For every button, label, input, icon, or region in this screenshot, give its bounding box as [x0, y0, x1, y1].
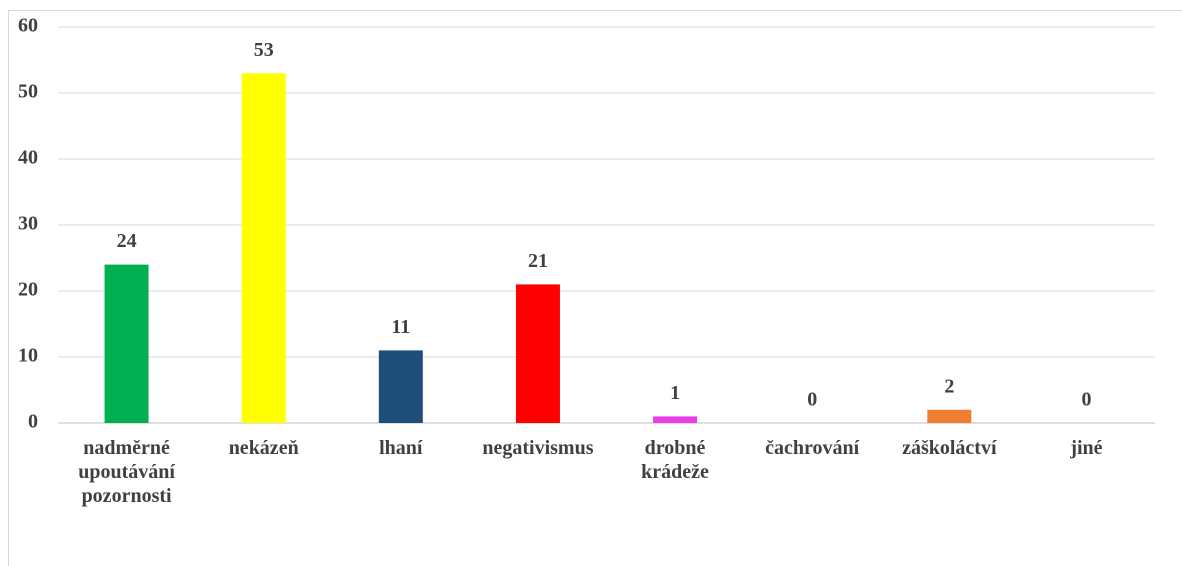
y-tick-label: 20: [18, 279, 38, 301]
x-tick-label: nadměrné upoutávání pozornosti: [78, 437, 175, 507]
x-tick-label: záškoláctví: [902, 437, 997, 459]
x-tick-label: čachrování: [765, 437, 860, 459]
data-label: 0: [807, 389, 817, 411]
x-tick-label: negativismus: [482, 437, 593, 459]
data-label: 11: [391, 316, 410, 338]
y-tick-label: 0: [28, 411, 38, 433]
bar: [104, 264, 149, 423]
x-tick-label: lhaní: [379, 437, 423, 459]
data-label: 24: [117, 230, 137, 252]
bar: [378, 350, 423, 423]
x-tick-label: drobné krádeže: [641, 437, 709, 483]
bar: [241, 73, 286, 423]
y-tick-label: 30: [18, 213, 38, 235]
bar: [653, 416, 698, 423]
x-tick-label: nekázeň: [229, 437, 299, 459]
bar: [515, 284, 560, 423]
chart-frame: [8, 10, 1182, 566]
data-label: 2: [944, 375, 954, 397]
y-tick-label: 10: [18, 345, 38, 367]
y-tick-label: 60: [18, 15, 38, 37]
x-tick-label: jiné: [1069, 437, 1102, 459]
data-label: 53: [254, 39, 274, 61]
data-label: 21: [528, 250, 548, 272]
data-label: 1: [670, 382, 680, 404]
y-tick-label: 50: [18, 81, 38, 103]
bar: [927, 409, 972, 423]
data-label: 0: [1081, 389, 1091, 411]
y-tick-label: 40: [18, 147, 38, 169]
